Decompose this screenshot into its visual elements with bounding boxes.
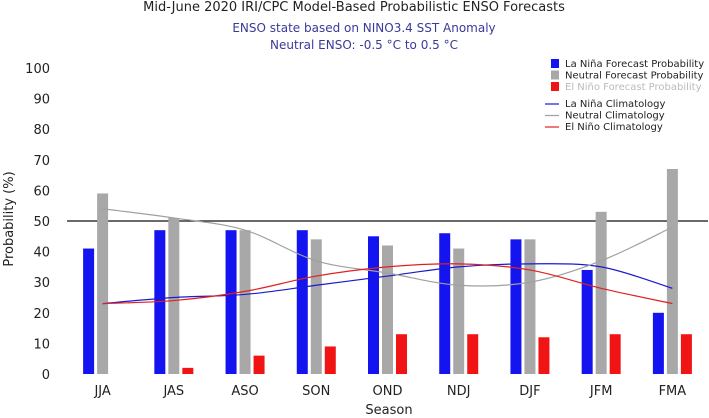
bar-el-nino-aso <box>253 355 265 374</box>
x-axis-label: Season <box>365 403 412 418</box>
bar-la-nina-ndj <box>439 233 451 374</box>
bar-el-nino-fma <box>680 334 692 374</box>
bar-neutral-jfm <box>595 211 607 374</box>
bar-la-nina-ond <box>368 236 379 374</box>
x-tick-label-ond: OND <box>373 384 403 399</box>
y-tick-label-90: 90 <box>33 93 50 108</box>
climatology-line-el-nino <box>102 263 673 305</box>
climatology-lines-group <box>102 208 673 305</box>
x-tick-label-fma: FMA <box>659 384 687 399</box>
y-tick-label-40: 40 <box>33 246 50 261</box>
bar-neutral-djf <box>524 239 536 374</box>
chart-subtitle-line-1: ENSO state based on NINO3.4 SST Anomaly <box>232 21 495 35</box>
legend-swatch-el-nino-forecast <box>551 82 559 91</box>
bar-neutral-aso <box>239 230 251 374</box>
bar-el-nino-jas <box>182 367 194 374</box>
legend-label-el-nino-forecast: El Niño Forecast Probability <box>565 82 702 93</box>
bar-el-nino-ndj <box>467 334 479 374</box>
bar-el-nino-djf <box>538 337 550 374</box>
bar-el-nino-ond <box>396 334 407 374</box>
bar-el-nino-son <box>324 346 336 374</box>
bar-la-nina-jja <box>83 248 95 374</box>
bar-neutral-ndj <box>453 248 465 374</box>
y-tick-label-30: 30 <box>33 276 50 291</box>
bars-group <box>83 168 692 374</box>
x-axis: JJA JAS ASO SON OND NDJ DJF JFM FMA <box>93 384 686 399</box>
x-tick-label-djf: DJF <box>519 384 540 399</box>
legend-label-neutral-climatology: Neutral Climatology <box>565 111 665 122</box>
bar-neutral-fma <box>666 168 678 374</box>
y-axis-label: Probability (%) <box>2 171 17 266</box>
legend-label-el-nino-climatology: El Niño Climatology <box>565 122 663 133</box>
x-tick-label-aso: ASO <box>231 384 258 399</box>
bar-la-nina-djf <box>510 239 522 374</box>
x-tick-label-son: SON <box>302 384 330 399</box>
climatology-line-neutral <box>102 208 673 287</box>
x-tick-label-ndj: NDJ <box>447 384 471 399</box>
y-tick-label-20: 20 <box>33 307 50 322</box>
y-axis: 0 10 20 30 40 50 60 70 80 90 100 <box>25 62 50 383</box>
legend-swatch-neutral-forecast <box>551 70 559 80</box>
legend-label-neutral-forecast: Neutral Forecast Probability <box>565 71 704 82</box>
x-tick-label-jas: JAS <box>162 384 184 399</box>
y-tick-label-50: 50 <box>33 215 50 230</box>
bar-la-nina-fma <box>652 312 664 374</box>
y-tick-label-60: 60 <box>33 184 50 199</box>
bar-neutral-jas <box>168 217 180 374</box>
legend-label-la-nina-climatology: La Niña Climatology <box>565 99 665 110</box>
y-tick-label-80: 80 <box>33 123 50 138</box>
bar-neutral-jja <box>97 193 109 374</box>
bar-la-nina-jfm <box>581 269 593 374</box>
chart-subtitle-line-2: Neutral ENSO: -0.5 °C to 0.5 °C <box>270 38 458 52</box>
x-tick-label-jja: JJA <box>93 384 110 399</box>
bar-neutral-son <box>310 239 322 374</box>
bar-la-nina-son <box>296 230 308 374</box>
bar-el-nino-jfm <box>609 334 621 374</box>
bar-neutral-ond <box>382 245 393 374</box>
y-tick-label-100: 100 <box>25 62 50 77</box>
x-tick-label-jfm: JFM <box>589 384 613 399</box>
climatology-line-la-nina <box>102 263 673 305</box>
legend-swatch-la-nina-forecast <box>551 59 559 68</box>
legend-label-la-nina-forecast: La Niña Forecast Probability <box>565 59 704 70</box>
chart-title: Mid-June 2020 IRI/CPC Model-Based Probab… <box>143 0 565 15</box>
y-tick-label-10: 10 <box>33 337 50 352</box>
y-tick-label-0: 0 <box>42 368 50 383</box>
y-tick-label-70: 70 <box>33 154 50 169</box>
bar-la-nina-aso <box>225 230 237 374</box>
